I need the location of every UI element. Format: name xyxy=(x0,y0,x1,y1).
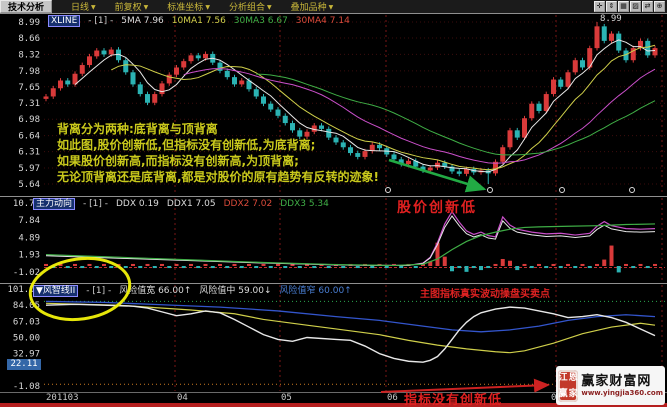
date-label: 201103 xyxy=(46,393,79,403)
svg-text:6.98: 6.98 xyxy=(18,115,40,125)
seal-char: 赢 xyxy=(558,388,568,399)
draw-icon[interactable]: ▨ xyxy=(630,1,641,12)
seal-char: 恩 xyxy=(568,372,578,383)
magnify-icon[interactable]: ⊕ xyxy=(654,1,665,12)
swap-icon[interactable]: ⇄ xyxy=(642,1,653,12)
svg-text:7.84: 7.84 xyxy=(18,216,40,226)
header-part: 风险值窄 60.00↑ xyxy=(279,286,352,296)
date-label: 05 xyxy=(281,393,292,403)
watermark-site-name: 赢家财富网 xyxy=(581,373,652,389)
svg-text:7.65: 7.65 xyxy=(18,83,40,93)
header-part: 5MA 7.96 xyxy=(121,16,164,26)
watermark: 江恩赢家 赢家财富网 www.yingjia360.com xyxy=(556,366,665,405)
grid-icon[interactable]: ▦ xyxy=(618,1,629,12)
svg-text:32.97: 32.97 xyxy=(13,350,40,360)
svg-text:67.03: 67.03 xyxy=(13,317,40,327)
header-part: XLINE xyxy=(48,15,81,27)
header-part: - [1] - xyxy=(83,199,108,209)
header-note-annotation: 主图指标真实波动操盘买卖点 xyxy=(420,289,550,300)
chevron-down-icon: ▼ xyxy=(266,4,272,11)
date-label: 04 xyxy=(177,393,188,403)
price-new-low-label: 股价创新低 xyxy=(397,200,477,216)
svg-text:84.05: 84.05 xyxy=(13,301,40,311)
header-part: 30MA3 6.67 xyxy=(233,16,288,26)
fengzhi-header: ▼风智线II - [1] - 风险值宽 66.00↑ 风险值中 59.00↓ 风险值窄 … xyxy=(33,285,352,297)
divergence-note-line: 如此图,股价创新低,但指标没有创新低,为底背离; xyxy=(57,138,316,152)
ddx-panel[interactable]: 10.79 7.84 4.89 1.93 -1.02 xyxy=(0,196,667,283)
header-part: DDX1 7.05 xyxy=(166,199,216,209)
divergence-note: 背离分为两种:底背离与顶背离如此图,股价创新低,但指标没有创新低,为底背离; 如果… xyxy=(57,121,379,185)
svg-text:7.98: 7.98 xyxy=(18,67,40,77)
header-part: ▼风智线II xyxy=(33,285,79,297)
header-part: DDX3 5.34 xyxy=(280,199,329,209)
divergence-note-line: 如果股价创新高,而指标没有创新高,为顶背离; xyxy=(57,154,299,168)
svg-text:50.00: 50.00 xyxy=(13,334,40,344)
menu-coordinate-standard[interactable]: 标准坐标 ▼ xyxy=(167,3,210,13)
tab-technical-analysis[interactable]: 技术分析 xyxy=(0,0,53,13)
svg-text:8.99: 8.99 xyxy=(18,18,40,28)
current-value-badge: 22.11 xyxy=(7,359,41,370)
svg-text:6.64: 6.64 xyxy=(18,132,40,142)
chevron-down-icon: ▼ xyxy=(328,4,334,11)
svg-text:8.32: 8.32 xyxy=(18,50,40,60)
chevron-down-icon: ▼ xyxy=(91,4,96,11)
svg-text:4.89: 4.89 xyxy=(18,233,40,243)
seal-char: 江 xyxy=(558,372,568,383)
header-part: 风险值中 59.00↓ xyxy=(199,286,272,296)
svg-text:-1.02: -1.02 xyxy=(13,268,40,278)
divider xyxy=(0,196,667,197)
crosshair-icon[interactable]: ✛ xyxy=(594,1,605,12)
header-part: - [1] - xyxy=(86,286,112,296)
divider xyxy=(0,13,667,14)
svg-text:6.31: 6.31 xyxy=(18,148,40,158)
seal-char: 家 xyxy=(568,388,578,399)
divergence-note-line: 背离分为两种:底背离与顶背离 xyxy=(57,122,218,136)
toolbar-icons: ✛ ⇕ ▦ ▨ ⇄ ⊕ xyxy=(594,1,665,12)
header-part: 10MA1 7.56 xyxy=(171,16,226,26)
svg-text:101.08: 101.08 xyxy=(7,285,40,295)
menu-adjust-forward[interactable]: 前复权 ▼ xyxy=(114,3,149,13)
chevron-down-icon: ▼ xyxy=(205,4,210,11)
kline-header: XLINE - [1] - 5MA 7.96 10MA1 7.56 30MA3 6.67… xyxy=(48,15,350,27)
chevron-down-icon: ▼ xyxy=(143,4,149,11)
header-part: 风险值宽 66.00↑ xyxy=(119,286,192,296)
svg-text:10.79: 10.79 xyxy=(13,199,40,209)
svg-text:8.66: 8.66 xyxy=(18,34,40,44)
watermark-url: www.yingjia360.com xyxy=(581,388,663,397)
svg-text:8.99: 8.99 xyxy=(600,14,622,24)
header-part: - [1] - xyxy=(88,16,114,26)
fengzhi-panel[interactable]: 101.08 84.05 67.03 50.00 32.97 -1.08 xyxy=(0,283,667,393)
menu-items: 日线 ▼ 前复权 ▼ 标准坐标 ▼ 分析组合 ▼ 叠加品种 ▼ xyxy=(52,0,333,13)
indicator-no-new-low-label: 指标没有创新低 xyxy=(404,393,503,407)
ddx-header: 主力动向 - [1] - DDX 0.19 DDX1 7.05 DDX2 7.02 DDX… xyxy=(33,198,329,210)
zoom-icon[interactable]: ⇕ xyxy=(606,1,617,12)
svg-text:1.93: 1.93 xyxy=(18,251,40,261)
svg-text:5.64: 5.64 xyxy=(18,180,40,190)
menu-overlay-symbol[interactable]: 叠加品种 ▼ xyxy=(290,3,334,13)
header-part: 30MA4 7.14 xyxy=(295,16,350,26)
header-part: 主力动向 xyxy=(33,198,76,210)
watermark-seal: 江恩赢家 xyxy=(558,369,579,402)
divider xyxy=(0,283,667,284)
menu-analysis-combo[interactable]: 分析组合 ▼ xyxy=(228,3,272,13)
date-label: 06 xyxy=(387,393,398,403)
svg-text:5.97: 5.97 xyxy=(18,164,40,174)
header-part: DDX2 7.02 xyxy=(223,199,273,209)
tab-label: 技术分析 xyxy=(8,3,45,13)
menu-period-daily[interactable]: 日线 ▼ xyxy=(71,3,96,13)
menubar: 技术分析 日线 ▼ 前复权 ▼ 标准坐标 ▼ 分析组合 ▼ 叠加品种 ▼ ✛ ⇕ ▦ ▨ ⇄ ⊕ xyxy=(0,0,667,13)
svg-text:-1.08: -1.08 xyxy=(13,382,40,392)
window-bottom-border xyxy=(0,403,667,407)
divider xyxy=(0,392,667,393)
header-part: DDX 0.19 xyxy=(115,199,159,209)
divergence-note-line: 无论顶背离还是底背离,都是对股价的原有趋势有反转的迹象! xyxy=(57,170,380,184)
svg-text:7.31: 7.31 xyxy=(18,99,40,109)
